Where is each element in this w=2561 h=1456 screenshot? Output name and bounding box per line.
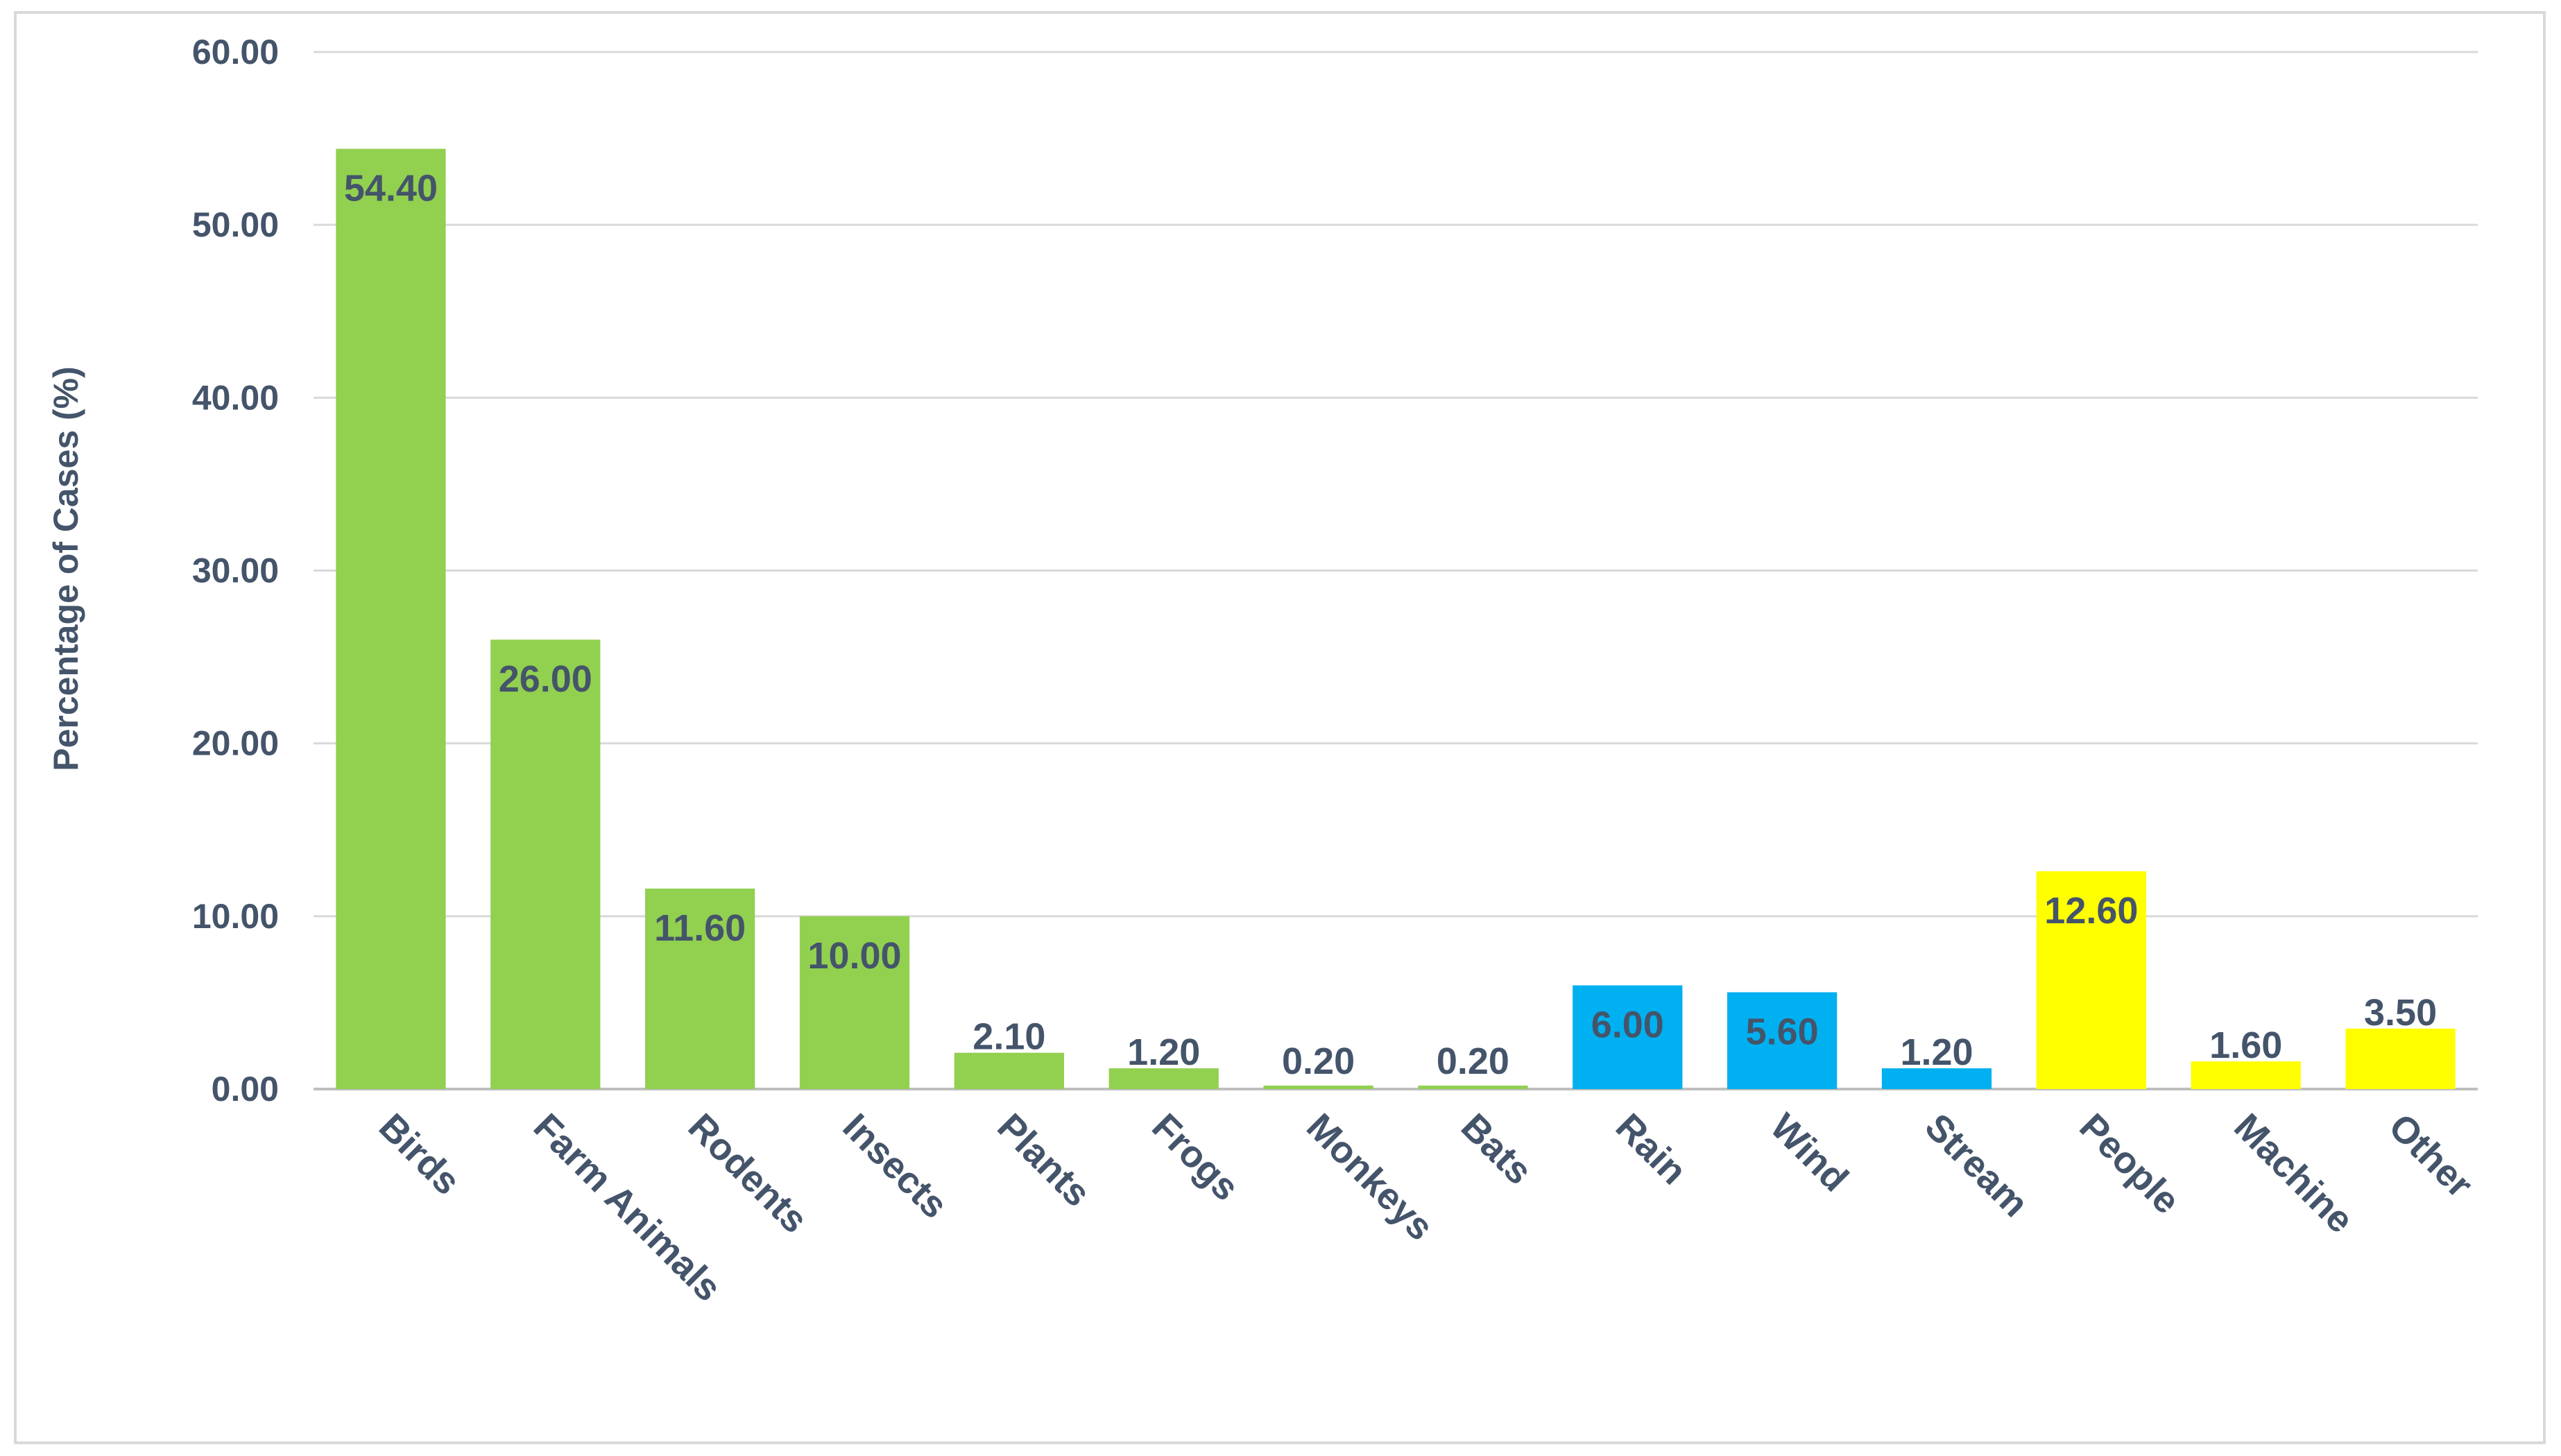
x-category-label: People — [2071, 1106, 2188, 1222]
y-tick-label: 50.00 — [192, 205, 279, 244]
x-category-label: Other — [2381, 1106, 2481, 1206]
bar-monkeys — [1263, 1086, 1373, 1089]
data-label: 5.60 — [1746, 1011, 1819, 1052]
data-label: 2.10 — [973, 1016, 1045, 1058]
x-category-label: Frogs — [1144, 1106, 1247, 1209]
bar-machine — [2191, 1061, 2301, 1089]
data-label: 10.00 — [807, 935, 901, 977]
y-axis-tick-labels: 0.00 10.00 20.00 30.00 40.00 50.00 60.00 — [192, 33, 279, 1108]
x-category-label: Monkeys — [1299, 1106, 1441, 1249]
bar-rain — [1573, 985, 1683, 1089]
y-axis-title: Percentage of Cases (%) — [46, 366, 85, 771]
y-tick-label: 30.00 — [192, 551, 279, 590]
x-category-label: Rain — [1608, 1106, 1695, 1192]
bar-farm-animals — [490, 640, 601, 1089]
data-label: 11.60 — [654, 907, 746, 949]
data-label: 1.20 — [1127, 1031, 1200, 1073]
gridlines — [314, 51, 2478, 1090]
x-category-label: Stream — [1917, 1106, 2037, 1225]
data-label: 0.20 — [1437, 1040, 1509, 1082]
bar-people — [2036, 871, 2146, 1089]
x-category-label: Rodents — [680, 1106, 816, 1241]
bar-birds — [336, 148, 446, 1090]
y-tick-label: 40.00 — [192, 378, 279, 417]
bar-frogs — [1108, 1068, 1219, 1089]
data-label: 54.40 — [344, 168, 438, 209]
data-label: 0.20 — [1282, 1040, 1355, 1082]
bar-stream — [1881, 1068, 1992, 1089]
y-tick-label: 60.00 — [192, 33, 279, 71]
x-category-label: Bats — [1453, 1106, 1540, 1192]
data-label: 12.60 — [2044, 890, 2138, 932]
bar-bats — [1418, 1086, 1528, 1089]
data-label: 26.00 — [499, 658, 592, 700]
bar-wind — [1727, 992, 1838, 1089]
bar-other — [2345, 1028, 2456, 1089]
bar-rodents — [645, 888, 755, 1089]
x-category-label: Wind — [1763, 1106, 1856, 1199]
bar-insects — [799, 916, 910, 1089]
y-tick-label: 0.00 — [212, 1070, 279, 1108]
data-labels: 54.40 26.00 11.60 10.00 2.10 1.20 0.20 0.20 6.00… — [344, 168, 2437, 1082]
data-label: 1.20 — [1900, 1031, 1973, 1073]
bar-plants — [954, 1052, 1064, 1089]
bars — [336, 148, 2456, 1090]
data-label: 6.00 — [1591, 1004, 1664, 1046]
x-category-label: Machine — [2226, 1106, 2361, 1241]
y-tick-label: 20.00 — [192, 724, 279, 763]
x-category-label: Plants — [989, 1106, 1098, 1215]
data-label: 3.50 — [2364, 992, 2437, 1034]
data-label: 1.60 — [2209, 1025, 2282, 1066]
x-category-label: Insects — [835, 1106, 956, 1226]
y-tick-label: 10.00 — [192, 897, 279, 936]
x-category-label: Birds — [371, 1106, 468, 1203]
